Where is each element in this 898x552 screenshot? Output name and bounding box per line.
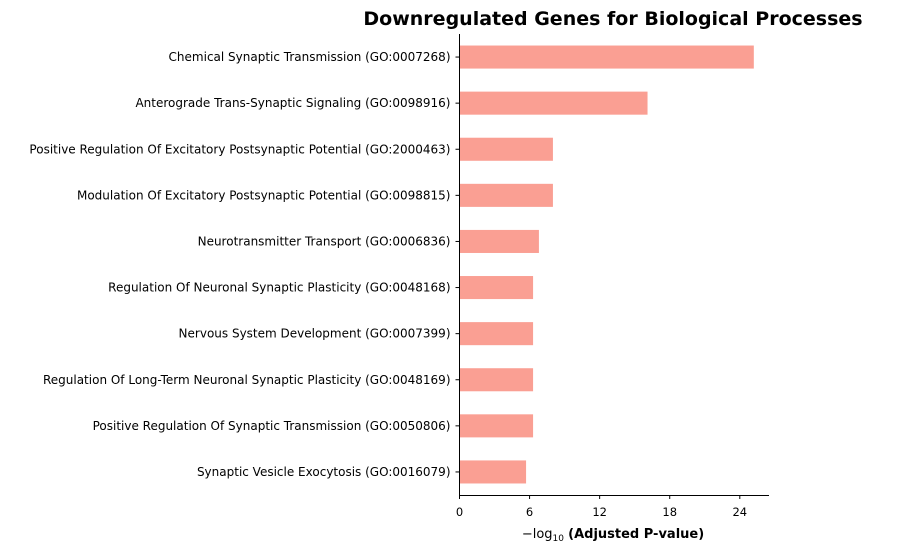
bar (459, 229, 539, 253)
bar (459, 460, 527, 484)
category-label: Chemical Synaptic Transmission (GO:00072… (169, 50, 451, 64)
x-tick-label: 6 (526, 505, 533, 519)
category-label: Regulation Of Long-Term Neuronal Synapti… (43, 373, 451, 387)
category-labels: Chemical Synaptic Transmission (GO:00072… (29, 50, 460, 479)
category-label: Synaptic Vesicle Exocytosis (GO:0016079) (197, 465, 451, 479)
bar (459, 368, 534, 392)
bar (459, 276, 534, 300)
bar (459, 91, 648, 115)
x-tick-label: 0 (456, 505, 463, 519)
x-tick-label: 24 (732, 505, 747, 519)
category-label: Positive Regulation Of Synaptic Transmis… (93, 419, 451, 433)
x-tick-label: 12 (592, 505, 607, 519)
category-label: Regulation Of Neuronal Synaptic Plastici… (108, 281, 450, 295)
bar (459, 137, 553, 161)
bars-group (459, 45, 754, 484)
category-label: Nervous System Development (GO:0007399) (179, 327, 451, 341)
category-label: Neurotransmitter Transport (GO:0006836) (198, 234, 451, 248)
category-label: Anterograde Trans-Synaptic Signaling (GO… (135, 96, 450, 110)
bar (459, 183, 553, 207)
bar (459, 322, 534, 346)
bar (459, 45, 754, 69)
category-label: Modulation Of Excitatory Postsynaptic Po… (77, 188, 451, 202)
x-ticks: 0 6 12 18 24 (456, 495, 747, 519)
x-axis-label-main: (Adjusted P-value) (568, 527, 704, 542)
x-axis-label: −log10 (Adjusted P-value) (522, 527, 704, 544)
chart-title: Downregulated Genes for Biological Proce… (363, 8, 862, 30)
bar (459, 414, 534, 438)
x-axis-label-prefix: −log (522, 527, 553, 542)
x-axis-label-sub: 10 (553, 534, 565, 544)
x-tick-label: 18 (662, 505, 677, 519)
category-label: Positive Regulation Of Excitatory Postsy… (29, 142, 450, 156)
